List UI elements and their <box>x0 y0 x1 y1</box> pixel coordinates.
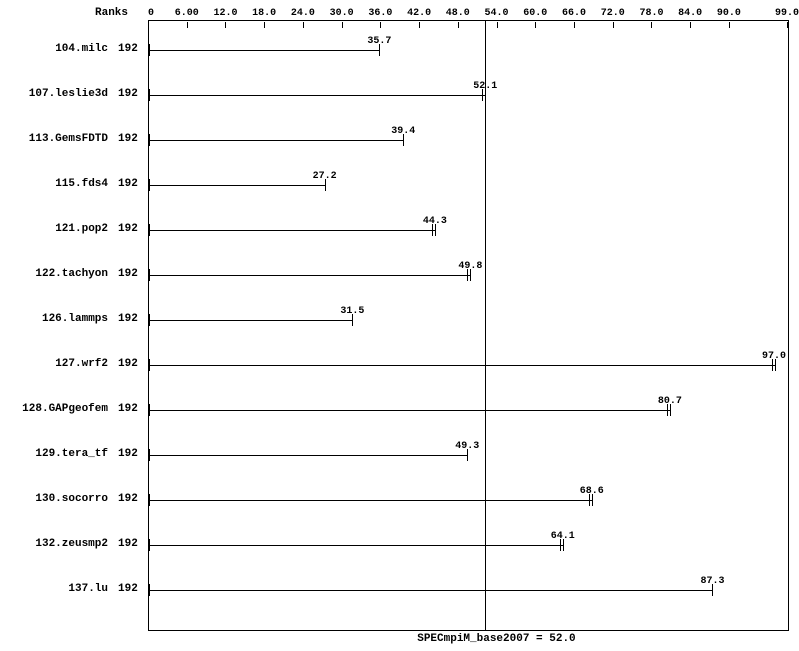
bar-value-label: 87.3 <box>700 576 724 587</box>
rank-label: 192 <box>118 448 138 460</box>
x-tick-label: 30.0 <box>330 8 354 19</box>
x-tick-label: 90.0 <box>717 8 741 19</box>
geomean-label: SPECmpiM_base2007 = 52.0 <box>417 633 575 645</box>
x-tick-label: 99.0 <box>775 8 799 19</box>
benchmark-label: 132.zeusmp2 <box>35 538 108 550</box>
bar-value-label: 49.8 <box>458 261 482 272</box>
bar-start-cap <box>149 494 150 506</box>
benchmark-label: 129.tera_tf <box>35 448 108 460</box>
bar-value-label: 80.7 <box>658 396 682 407</box>
bar-start-cap <box>149 359 150 371</box>
benchmark-label: 127.wrf2 <box>55 358 108 370</box>
axis-title: Ranks <box>95 7 128 19</box>
bar-start-cap <box>149 89 150 101</box>
bar-value-label: 27.2 <box>313 171 337 182</box>
rank-label: 192 <box>118 268 138 280</box>
x-tick-label: 18.0 <box>252 8 276 19</box>
bar-value-label: 35.7 <box>367 36 391 47</box>
x-tick-label: 72.0 <box>601 8 625 19</box>
bar-value-label: 39.4 <box>391 126 415 137</box>
bar-line <box>149 95 485 96</box>
bar-start-cap <box>149 44 150 56</box>
rank-label: 192 <box>118 178 138 190</box>
bar-line <box>149 50 379 51</box>
rank-label: 192 <box>118 403 138 415</box>
bar-value-label: 68.6 <box>580 486 604 497</box>
bar-value-label: 31.5 <box>340 306 364 317</box>
x-tick-label: 36.0 <box>368 8 392 19</box>
benchmark-label: 122.tachyon <box>35 268 108 280</box>
x-tick-label: 24.0 <box>291 8 315 19</box>
rank-label: 192 <box>118 493 138 505</box>
bar-line <box>149 275 470 276</box>
bar-start-cap <box>149 584 150 596</box>
plot-area: 35.7 52.1 39.4 27.2 44.3 49.8 31.5 97.0 80.7 49.3… <box>148 20 789 631</box>
bar-start-cap <box>149 224 150 236</box>
x-tick-label: 84.0 <box>678 8 702 19</box>
bar-start-cap <box>149 314 150 326</box>
bar-line <box>149 320 352 321</box>
benchmark-label: 113.GemsFDTD <box>29 133 108 145</box>
benchmark-label: 128.GAPgeofem <box>22 403 108 415</box>
x-tick-label: 78.0 <box>639 8 663 19</box>
bar-line <box>149 140 403 141</box>
x-tick-label: 48.0 <box>446 8 470 19</box>
x-tick-label: 6.00 <box>175 8 199 19</box>
rank-label: 192 <box>118 313 138 325</box>
benchmark-label: 121.pop2 <box>55 223 108 235</box>
benchmark-label: 126.lammps <box>42 313 108 325</box>
rank-label: 192 <box>118 88 138 100</box>
x-tick-label: 54.0 <box>485 8 509 19</box>
bar-start-cap <box>149 179 150 191</box>
bar-value-label: 49.3 <box>455 441 479 452</box>
x-tick-label: 42.0 <box>407 8 431 19</box>
benchmark-label: 137.lu <box>68 583 108 595</box>
bar-start-cap <box>149 134 150 146</box>
rank-label: 192 <box>118 43 138 55</box>
bar-line <box>149 230 435 231</box>
rank-label: 192 <box>118 538 138 550</box>
bar-line <box>149 410 670 411</box>
bar-value-label: 97.0 <box>762 351 786 362</box>
benchmark-label: 115.fds4 <box>55 178 108 190</box>
bar-line <box>149 455 467 456</box>
bar-line <box>149 185 325 186</box>
bar-value-label: 44.3 <box>423 216 447 227</box>
benchmark-label: 104.milc <box>55 43 108 55</box>
bar-line <box>149 500 592 501</box>
rank-label: 192 <box>118 358 138 370</box>
bar-line <box>149 545 563 546</box>
x-tick-label: 66.0 <box>562 8 586 19</box>
bar-start-cap <box>149 449 150 461</box>
bar-line <box>149 365 775 366</box>
bar-value-label: 64.1 <box>551 531 575 542</box>
x-tick-label: 12.0 <box>213 8 237 19</box>
spec-chart: Ranks 0 6.00 12.0 18.0 24.0 30.0 36.0 42.0 48.0 5… <box>0 0 799 651</box>
benchmark-label: 107.leslie3d <box>29 88 108 100</box>
benchmark-label: 130.socorro <box>35 493 108 505</box>
bar-start-cap <box>149 269 150 281</box>
rank-label: 192 <box>118 133 138 145</box>
bar-start-cap <box>149 404 150 416</box>
x-tick-label: 0 <box>148 8 154 19</box>
geomean-line <box>485 21 486 630</box>
bar-value-label: 52.1 <box>473 81 497 92</box>
rank-label: 192 <box>118 583 138 595</box>
rank-label: 192 <box>118 223 138 235</box>
bar-line <box>149 590 712 591</box>
bar-start-cap <box>149 539 150 551</box>
x-tick-label: 60.0 <box>523 8 547 19</box>
